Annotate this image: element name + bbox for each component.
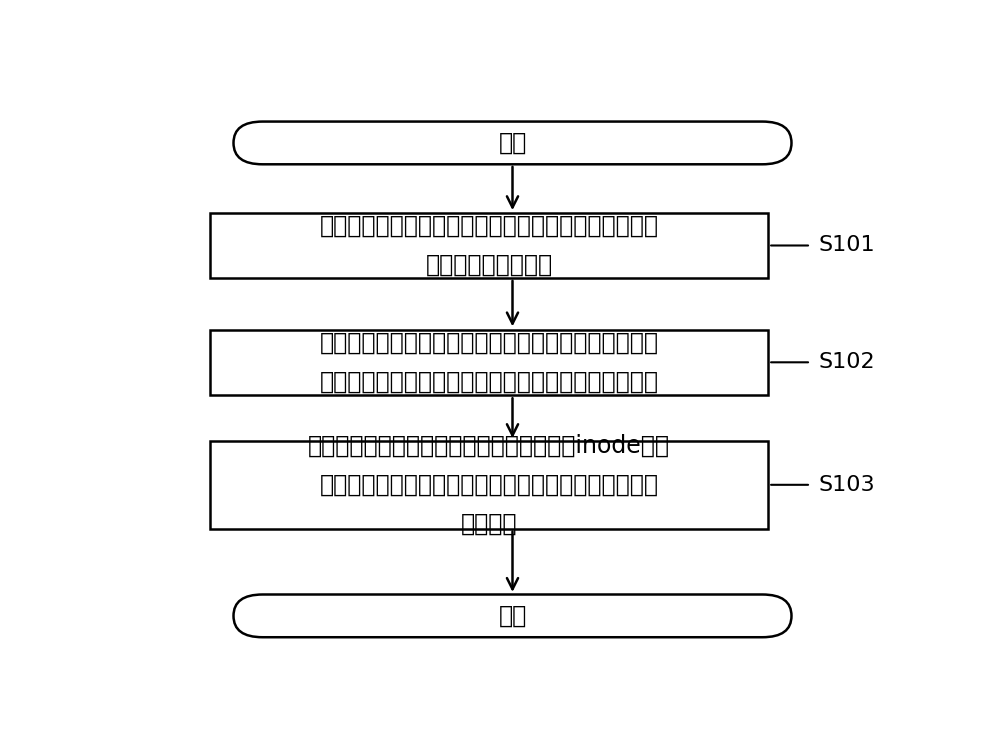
Text: S102: S102 <box>819 352 875 372</box>
FancyBboxPatch shape <box>210 329 768 395</box>
Text: 结束: 结束 <box>498 604 527 628</box>
FancyBboxPatch shape <box>234 121 792 164</box>
FancyBboxPatch shape <box>210 212 768 278</box>
Text: 将每一所述客户端的操作文件列表中的目标inode信息
传输至所述备用元数据服务，以便所述元数据集群恢复
对外服务: 将每一所述客户端的操作文件列表中的目标inode信息 传输至所述备用元数据服务，… <box>308 434 670 536</box>
Text: 查询与所述故障元数据服务对应的备用元数据服务，并
建立所有客户端与所述备用元数据服务之间的通信连接: 查询与所述故障元数据服务对应的备用元数据服务，并 建立所有客户端与所述备用元数据… <box>320 331 659 394</box>
Text: 当检测到元数据集群出现故障时，确定所述元数据集群
中的故障元数据服务: 当检测到元数据集群出现故障时，确定所述元数据集群 中的故障元数据服务 <box>320 214 659 277</box>
FancyBboxPatch shape <box>234 594 792 637</box>
Text: S103: S103 <box>819 475 875 495</box>
FancyBboxPatch shape <box>210 440 768 529</box>
Text: S101: S101 <box>819 235 875 255</box>
Text: 开始: 开始 <box>498 131 527 155</box>
